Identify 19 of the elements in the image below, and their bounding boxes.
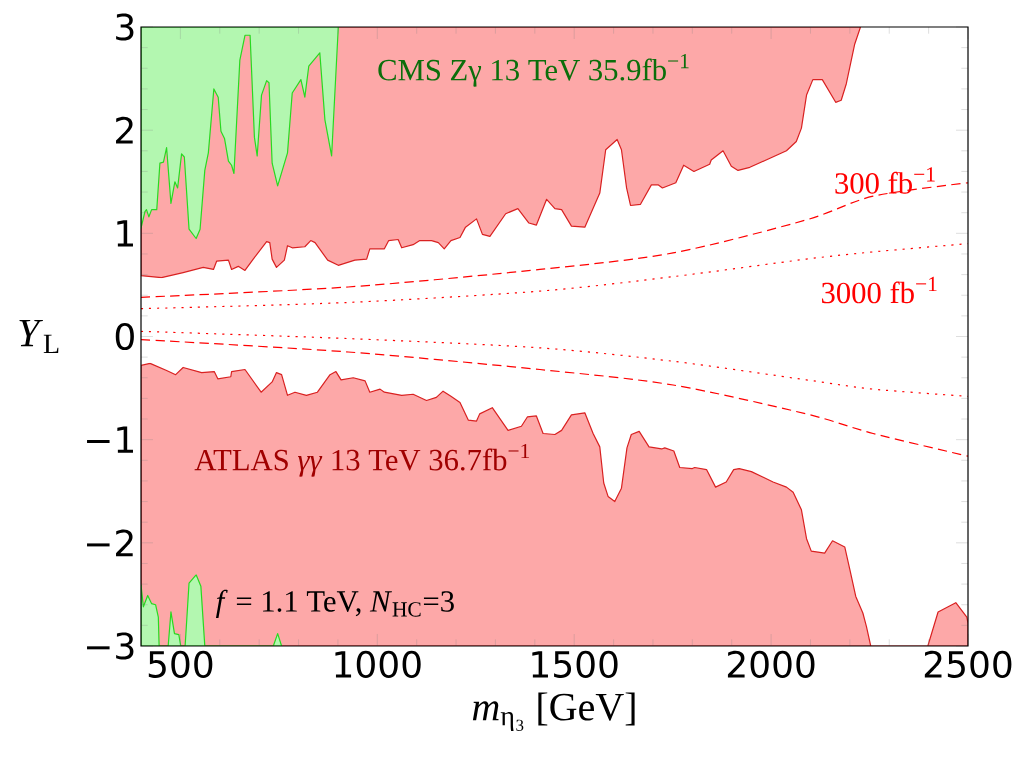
y-tick-label: 1 (117, 220, 133, 247)
y-tick-label: −3 (87, 632, 134, 660)
x-tick-label: 2500 (924, 650, 1012, 678)
y-tick-label: −1 (87, 426, 133, 453)
x-tick-label: 500 (148, 650, 213, 678)
x-tick-label: 1000 (335, 650, 421, 678)
annotation: ATLAS γγ 13 TeV 36.7fb$^{−1}$ (194, 443, 530, 477)
x-axis-title: m$_{η₃}$ [GeV] (472, 692, 635, 732)
y-axis-title: Y$_{L}$ (19, 319, 59, 354)
annotation: f = 1.1 TeV, N$_{HC}$=3 (215, 589, 454, 618)
x-tick-label: 1500 (532, 650, 618, 678)
annotation: 3000 fb$^{−1}$ (821, 276, 937, 304)
annotation: 300 fb$^{−1}$ (835, 167, 935, 194)
y-tick-label: 0 (115, 322, 134, 351)
y-tick-label: −2 (87, 529, 133, 557)
annotation: CMS Zγ 13 TeV 35.9fb$^{−1}$ (378, 53, 689, 87)
x-tick-label: 2000 (727, 650, 815, 678)
y-tick-label: 3 (116, 13, 134, 41)
y-tick-label: 2 (116, 116, 133, 144)
